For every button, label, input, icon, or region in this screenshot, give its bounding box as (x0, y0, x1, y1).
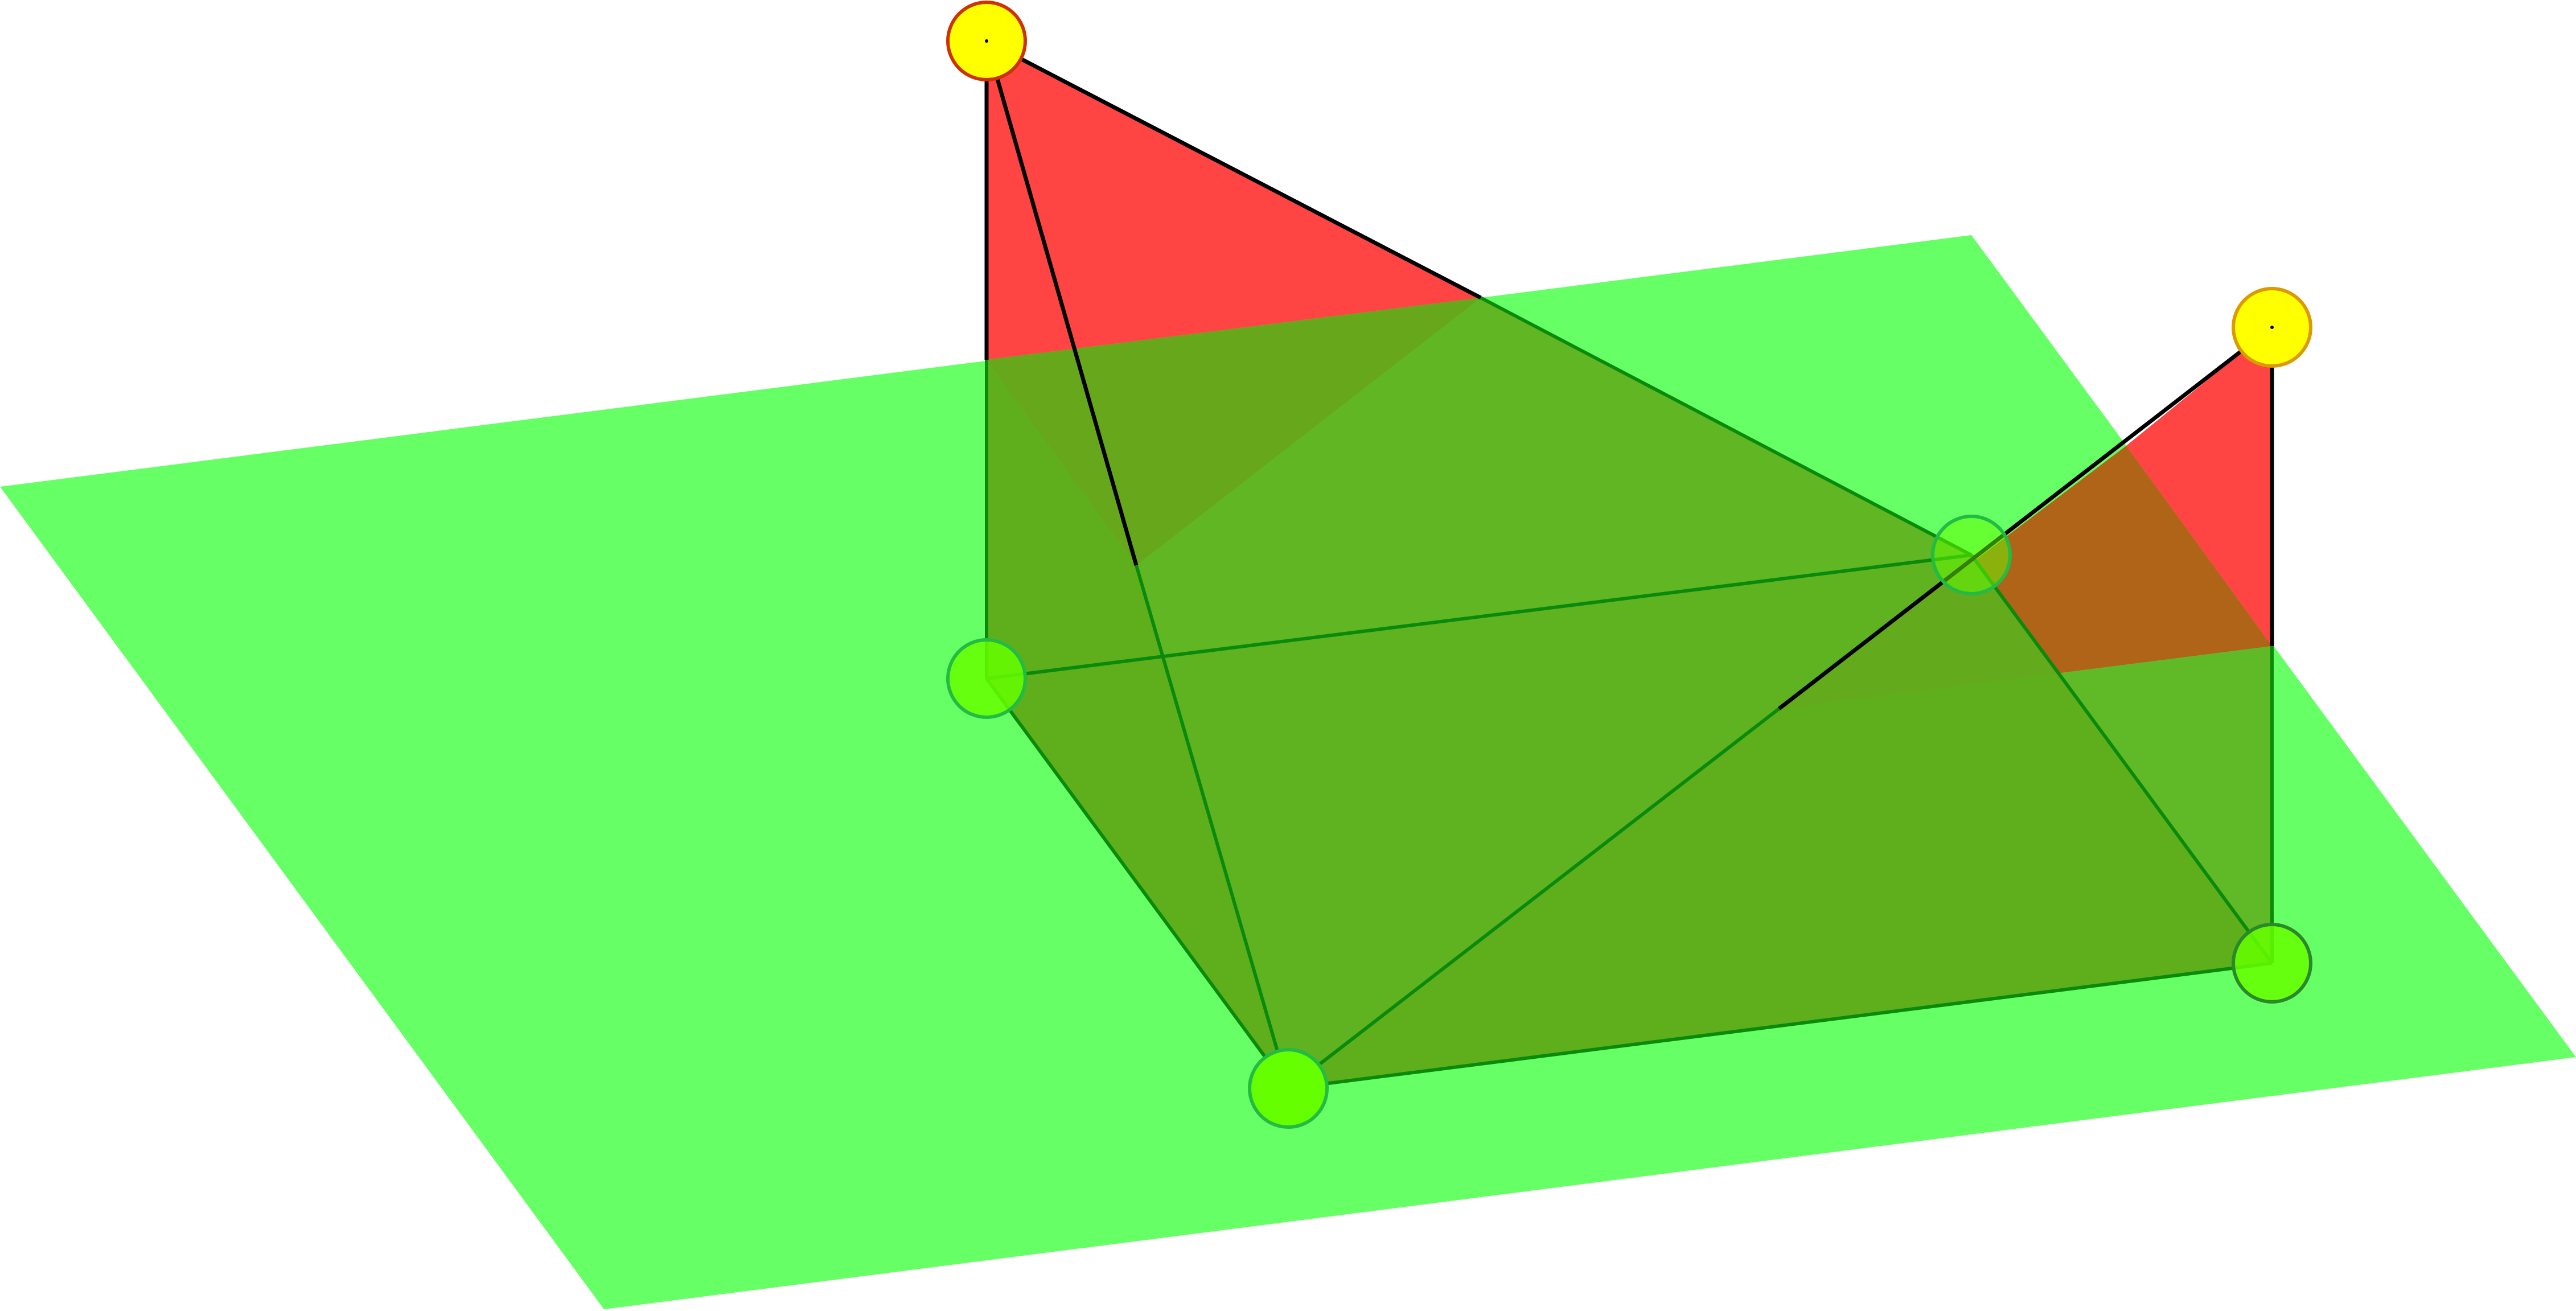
box-face-left-triangle (987, 360, 1288, 1088)
top-point-right-center (2270, 326, 2274, 329)
upper-edges (984, 39, 2274, 710)
edge-left-top-upper (985, 39, 1482, 300)
base-point-back-left[interactable] (946, 638, 1027, 719)
edge-right-base (1970, 554, 2274, 964)
base-point-front-right[interactable] (2232, 923, 2312, 1004)
box-face-right (1288, 646, 2272, 1088)
edge-front-base (1288, 961, 2273, 1090)
edge-left-base (985, 677, 1290, 1090)
edge-right-diagonal-upper (1777, 326, 2274, 710)
base-points (946, 515, 2312, 1129)
edge-back-base (986, 553, 1972, 680)
edge-right-diagonal-lower (1287, 707, 1780, 1090)
base-point-back-right[interactable] (1931, 515, 2012, 595)
red-triangle-right-upper (2126, 327, 2272, 646)
base-point-front-left[interactable] (1248, 1048, 1329, 1129)
box-face-back (987, 298, 1971, 679)
edge-left-diagonal-lower (1135, 565, 1290, 1089)
top-points (946, 1, 2312, 368)
red-triangle-left-upper (987, 41, 1481, 360)
edge-left-top-lower (1480, 296, 1973, 557)
edge-left-diagonal-upper (984, 40, 1139, 566)
box-edges (985, 296, 2274, 1090)
top-point-left-center (985, 39, 988, 43)
